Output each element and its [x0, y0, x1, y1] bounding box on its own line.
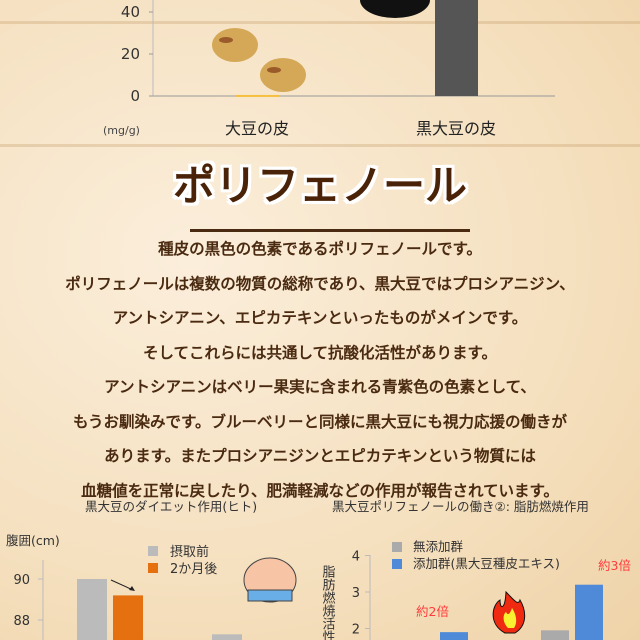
- y-tick-label: 20: [121, 45, 140, 63]
- y-axis-label: 腹囲(cm): [6, 533, 60, 548]
- y-tick-label: 88: [13, 614, 30, 629]
- legend-label: 2か月後: [170, 562, 217, 577]
- bar: [77, 579, 107, 640]
- soybean-icon: [260, 58, 306, 92]
- bar: [212, 634, 242, 640]
- flame-inner-icon: [503, 608, 517, 628]
- y-tick-label: 2: [352, 623, 360, 638]
- arrow-head: [129, 586, 135, 591]
- bar: [113, 595, 143, 640]
- y-tick-label: 0: [130, 87, 140, 105]
- x-tick-label: 大豆の皮: [225, 119, 289, 138]
- body-line: あります。またプロシアニジンとエピカテキンという物質には: [104, 447, 536, 465]
- section-title: ポリフェノール: [172, 161, 467, 210]
- annotation: 約3倍: [598, 558, 631, 573]
- y-axis-label: 脂肪燃焼活性: [320, 565, 336, 640]
- legend-swatch: [392, 542, 402, 552]
- body-line: そしてこれらには共通して抗酸化活性があります。: [142, 343, 498, 362]
- legend-swatch: [392, 559, 402, 569]
- y-tick-label: 90: [13, 573, 30, 588]
- legend-label: 無添加群: [413, 539, 464, 554]
- body-line: アントシアニンはベリー果実に含まれる青紫色の色素として、: [104, 378, 536, 396]
- body-line: もうお馴染みです。ブルーベリーと同様に黒大豆にも視力応援の働きが: [73, 412, 567, 431]
- soybean-hilum-icon: [219, 37, 233, 43]
- x-tick-label: 黒大豆の皮: [416, 119, 496, 138]
- y-tick-label: 40: [121, 3, 140, 21]
- soybean-icon: [212, 28, 258, 62]
- annotation: 約2倍: [416, 604, 449, 619]
- soybean-hilum-icon: [267, 67, 281, 73]
- bar: [440, 632, 468, 640]
- y-tick-label: 3: [352, 586, 360, 601]
- legend-label: 摂取前: [170, 544, 209, 560]
- title-underline: [190, 229, 470, 232]
- chart-title: 黒大豆ポリフェノールの働き②: 脂肪燃焼作用: [332, 499, 589, 514]
- bar: [236, 94, 279, 97]
- bar: [435, 0, 478, 96]
- black-soybean-icon: [360, 0, 430, 18]
- body-line: ポリフェノールは複数の物質の総称であり、黒大豆ではプロシアニジン、: [65, 274, 575, 293]
- legend-swatch: [148, 546, 158, 556]
- shorts-icon: [247, 589, 293, 602]
- flame-icon: [492, 590, 526, 634]
- legend-swatch: [148, 563, 158, 573]
- body-line: 種皮の黒色の色素であるポリフェノールです。: [158, 240, 482, 258]
- chart-title: 黒大豆のダイエット作用(ヒト): [85, 499, 257, 514]
- y-axis-unit: (mg/g): [103, 124, 140, 137]
- arrow: [110, 579, 134, 591]
- bar: [541, 630, 569, 640]
- section-body: 種皮の黒色の色素であるポリフェノールです。 ポリフェノールは複数の物質の総称であ…: [0, 232, 640, 508]
- y-tick-label: 4: [352, 550, 360, 565]
- bar: [575, 584, 603, 640]
- body-line: アントシアニン、エピカテキンといったものがメインです。: [112, 309, 528, 327]
- body-line: 血糖値を正常に戻したり、肥満軽減などの作用が報告されています。: [81, 481, 559, 500]
- legend-label: 添加群(黒大豆種皮エキス): [413, 556, 560, 571]
